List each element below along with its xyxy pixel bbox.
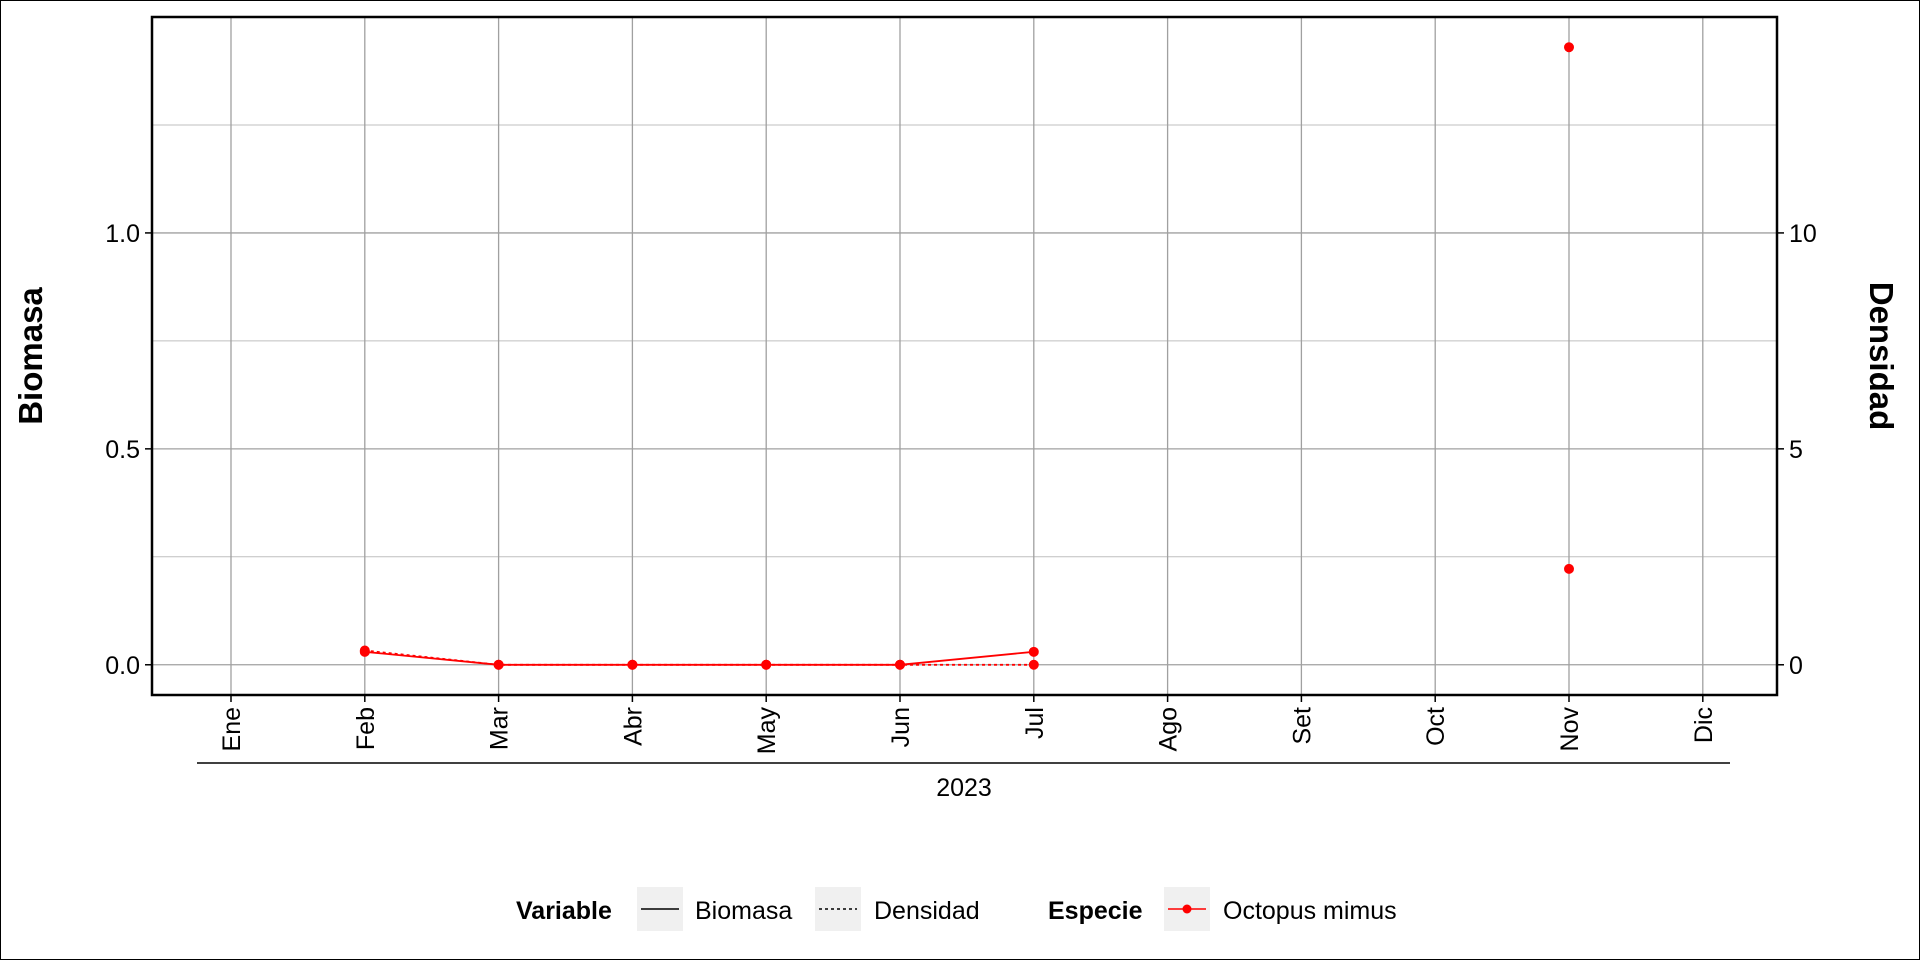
x-axis-tick-label: May — [753, 707, 781, 755]
data-point-densidad — [1028, 659, 1039, 670]
x-axis-tick-label: Dic — [1690, 707, 1718, 743]
legend-variable-title: Variable — [516, 897, 612, 925]
legend-label-densidad: Densidad — [874, 897, 980, 925]
left-axis-tick-label: 0.5 — [105, 436, 140, 464]
data-point-densidad — [761, 659, 772, 670]
right-axis-tick-label: 0 — [1789, 652, 1803, 680]
data-point-densidad — [359, 645, 370, 656]
left-axis-title: Biomasa — [12, 287, 49, 425]
x-axis-tick-label: Nov — [1556, 707, 1584, 752]
x-axis-tick-label: Abr — [619, 707, 647, 746]
data-point-densidad — [627, 659, 638, 670]
left-axis-tick-label: 0.0 — [105, 652, 140, 680]
legend-key-octopus-point — [1182, 904, 1192, 914]
data-point-densidad — [493, 659, 504, 670]
plot-panel-background — [152, 17, 1777, 695]
year-label: 2023 — [936, 774, 992, 802]
x-axis-tick-label: Ago — [1155, 707, 1183, 751]
plot-panel-border — [150, 15, 1779, 697]
x-axis-tick-label: Feb — [352, 707, 380, 750]
right-axis-title: Densidad — [1863, 282, 1900, 431]
legend-species-title: Especie — [1048, 897, 1143, 925]
grid-lines — [152, 17, 1777, 695]
right-axis-tick-label: 5 — [1789, 436, 1803, 464]
legend-label-biomasa: Biomasa — [695, 897, 792, 925]
x-axis-tick-label: Set — [1288, 707, 1316, 745]
legend-label-octopus-mimus: Octopus mimus — [1223, 897, 1397, 925]
x-axis-tick-label: Jul — [1021, 707, 1049, 739]
data-layer — [359, 42, 1574, 670]
series-line-densidad — [364, 649, 1034, 666]
x-axis-tick-label: Ene — [218, 707, 246, 751]
series-line-biomasa — [364, 650, 1034, 666]
right-axis-tick-label: 10 — [1789, 220, 1817, 248]
left-axis-tick-label: 1.0 — [105, 220, 140, 248]
legend: Variable Biomasa Densidad Especie Octopu… — [516, 887, 1397, 931]
x-axis-tick-label: Jun — [887, 707, 915, 747]
data-point-biomasa — [1564, 42, 1574, 53]
axes: 0.0 0.5 1.0 0 5 10 Ene Feb Mar Abr May Jun Jul Ago Set… — [105, 220, 1817, 754]
x-axis-tick-label: Mar — [486, 707, 514, 750]
data-point-densidad — [1564, 563, 1574, 574]
x-axis-tick-label: Oct — [1422, 707, 1450, 746]
data-point-densidad — [895, 659, 905, 670]
data-point-biomasa — [1028, 646, 1039, 657]
